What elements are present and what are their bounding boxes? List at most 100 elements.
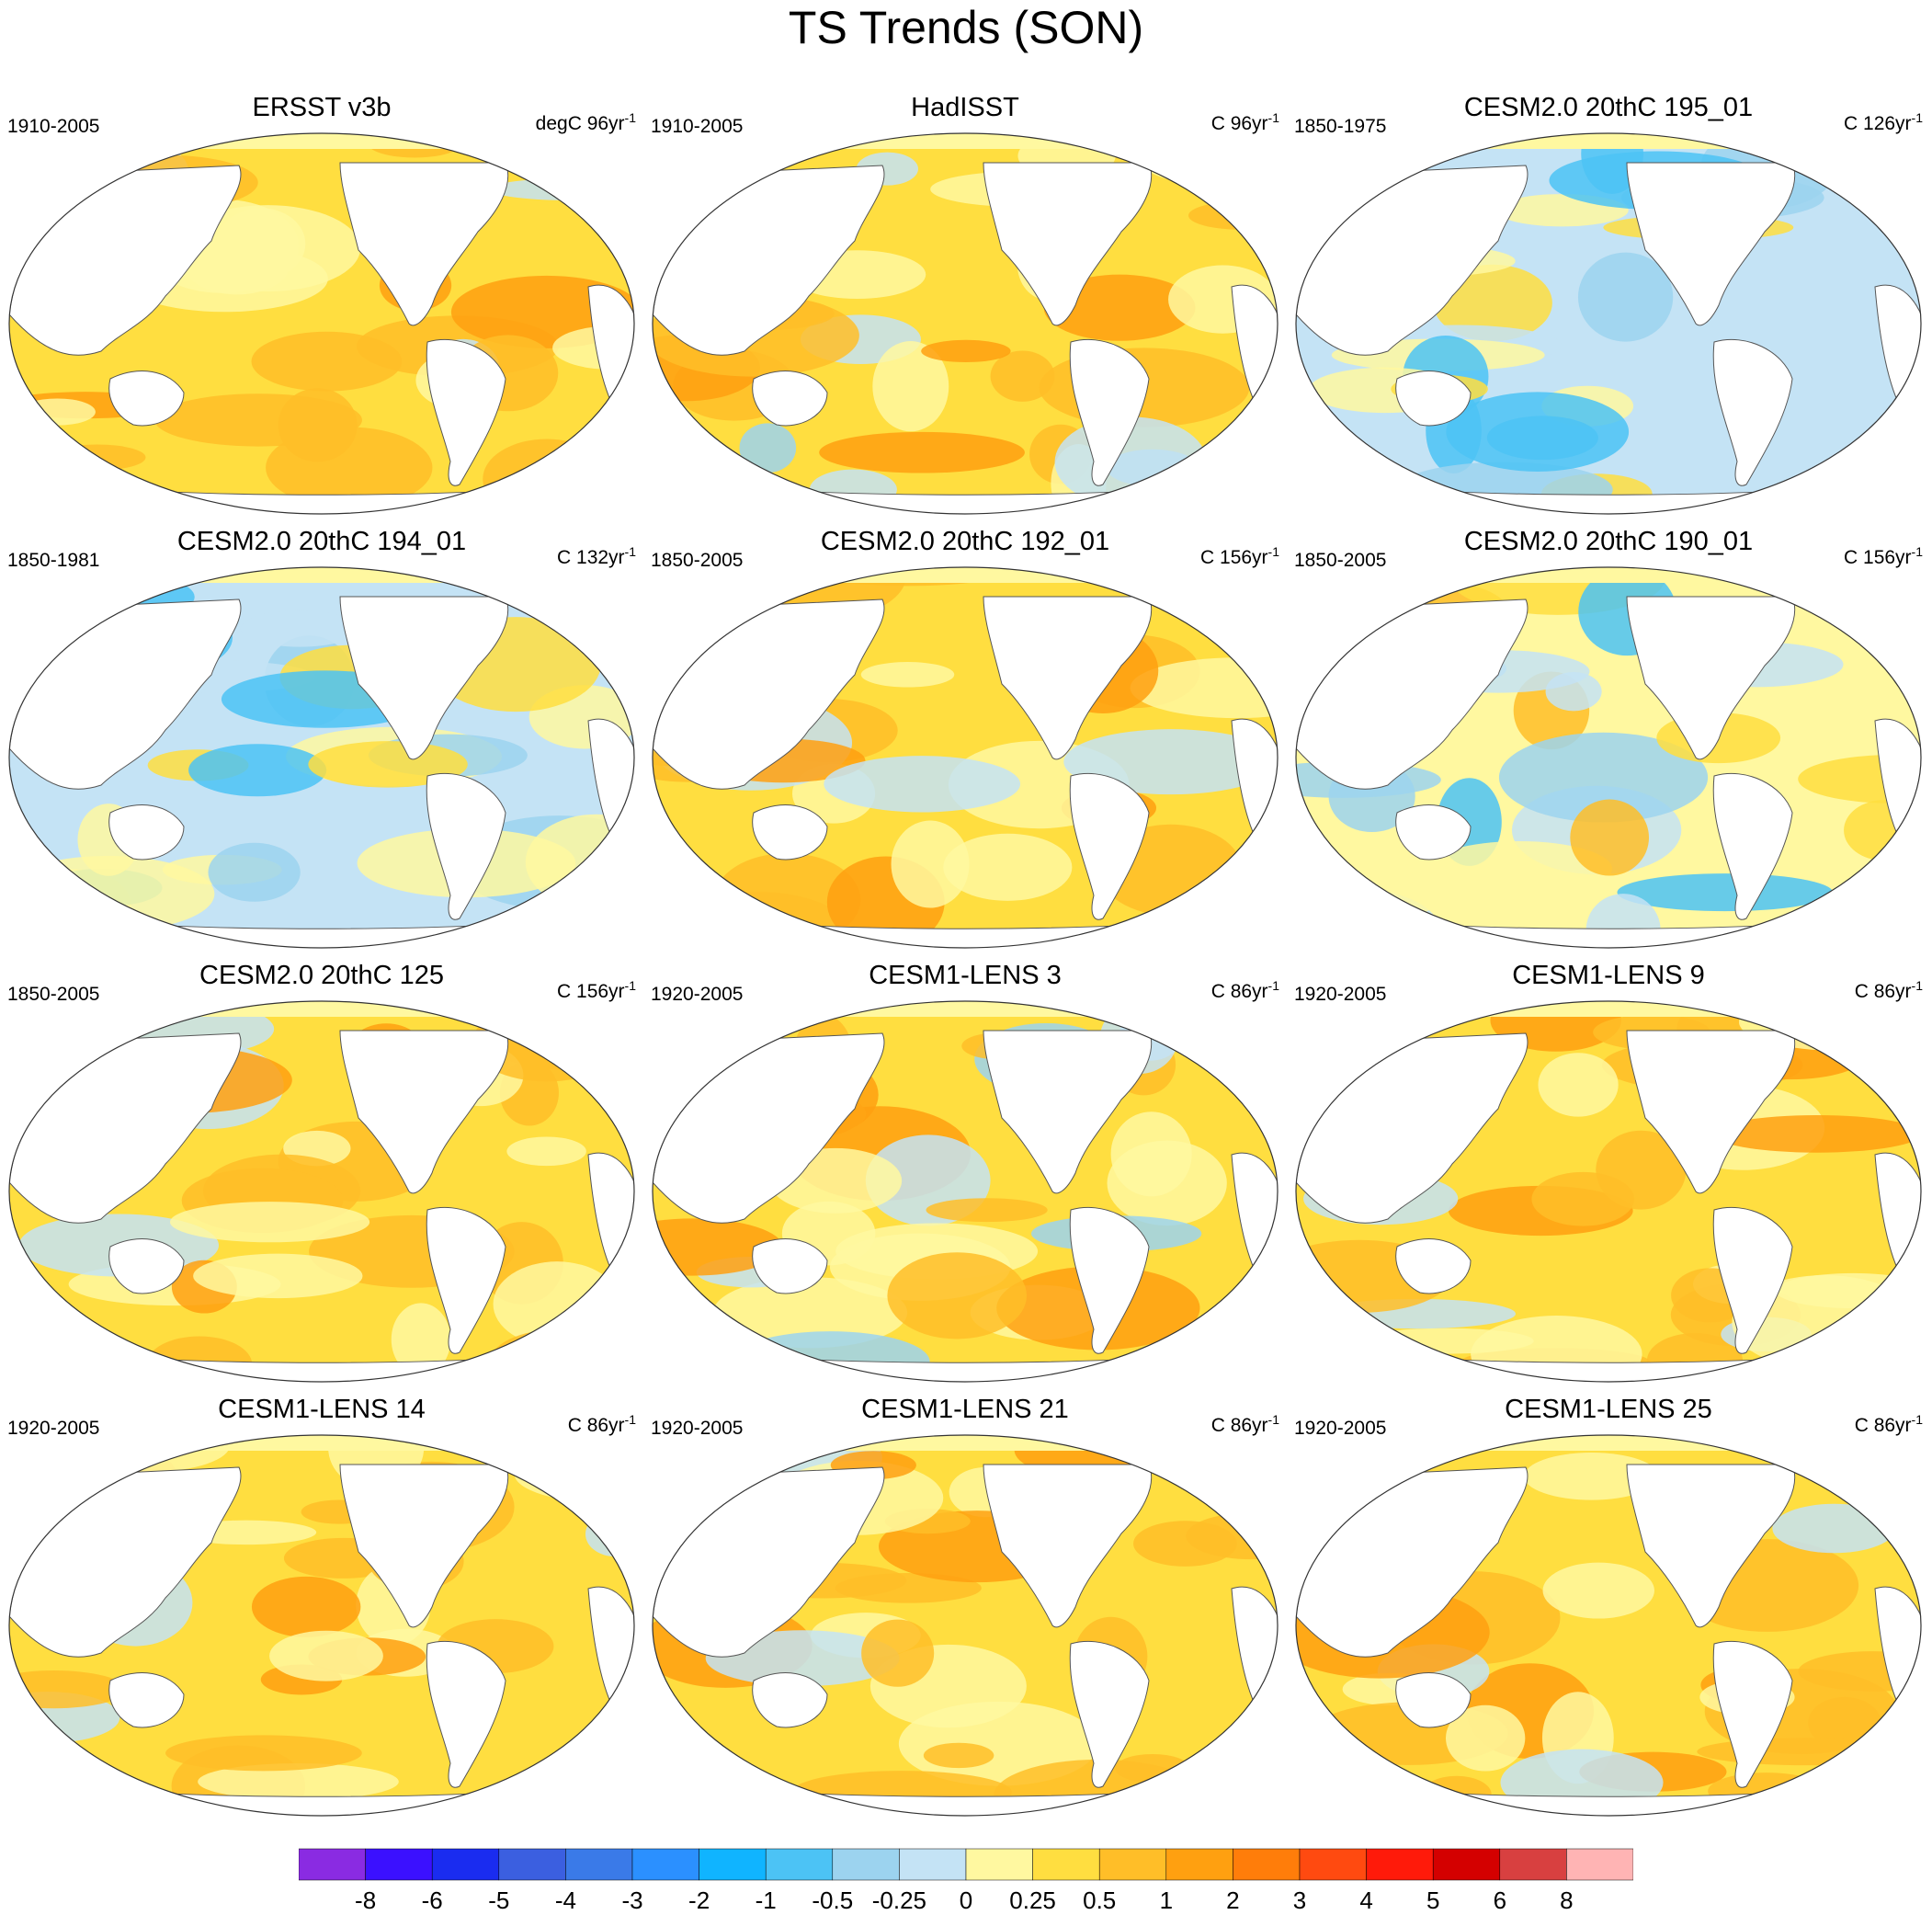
map-panel: CESM1-LENS 3 1920-2005 C 86yr-1: [643, 960, 1287, 1392]
colorbar-tick-label: 6: [1493, 1887, 1507, 1914]
map-border: [652, 566, 1279, 949]
land-mass: [426, 1206, 506, 1354]
land-mass: [108, 804, 185, 861]
trend-patch: [926, 1198, 1048, 1223]
land-mass: [108, 370, 185, 427]
colorbar-tick-label: 0.5: [1083, 1887, 1117, 1914]
colorbar-box: [1098, 1848, 1167, 1881]
panel-title: CESM1-LENS 9: [1512, 961, 1705, 990]
trend-patch: [184, 234, 290, 295]
panel-title: CESM2.0 20thC 192_01: [820, 527, 1110, 556]
panel-units: C 156yr-1: [557, 978, 636, 1002]
colorbar-box: [299, 1848, 366, 1881]
trend-patch: [1577, 252, 1674, 342]
arctic-band: [653, 1001, 1278, 1017]
trend-patch: [990, 350, 1055, 402]
arctic-band: [1296, 1001, 1921, 1017]
trend-patch: [240, 610, 359, 647]
land-mass: [1069, 1206, 1150, 1354]
arctic-band: [653, 1435, 1278, 1451]
robinson-map: [1295, 566, 1922, 949]
land-mass: [752, 370, 828, 427]
map-panel: ERSST v3b 1910-2005 degC 96yr-1: [0, 92, 643, 524]
map-panel: CESM1-LENS 21 1920-2005 C 86yr-1: [643, 1394, 1287, 1826]
panel-title: CESM1-LENS 25: [1505, 1395, 1712, 1424]
trend-patch: [872, 341, 949, 432]
land-mass: [339, 596, 509, 760]
colorbar-box: [832, 1848, 900, 1881]
map-panel: HadISST 1910-2005 C 96yr-1: [643, 92, 1287, 524]
trend-patch: [713, 1277, 908, 1349]
land-mass: [426, 338, 506, 486]
panel-period: 1910-2005: [7, 116, 100, 137]
map-border: [1295, 1434, 1922, 1817]
colorbar-box: [765, 1848, 834, 1881]
trend-patch: [1697, 1738, 1915, 1766]
colorbar-tick-label: 3: [1292, 1887, 1307, 1914]
map-panel: CESM2.0 20thC 192_01 1850-2005 C 156yr-1: [643, 526, 1287, 958]
trend-patch: [391, 1303, 451, 1376]
panel-units: C 126yr-1: [1844, 110, 1923, 134]
arctic-band: [1296, 133, 1921, 149]
trend-patch: [1542, 1562, 1654, 1619]
map-border: [8, 1000, 635, 1383]
colorbar-box: [899, 1848, 967, 1881]
trend-patch: [887, 1252, 1028, 1339]
arctic-band: [9, 1001, 634, 1017]
trend-patch: [1844, 800, 1921, 861]
trend-patch: [251, 331, 403, 392]
trend-patch: [188, 744, 327, 797]
map-panel: CESM1-LENS 25 1920-2005 C 86yr-1: [1287, 1394, 1930, 1826]
trend-patch: [923, 1742, 994, 1769]
panel-units: C 86yr-1: [1210, 1412, 1279, 1436]
land-mass: [1395, 1238, 1472, 1294]
arctic-band: [1296, 1435, 1921, 1451]
trend-patch: [860, 662, 955, 688]
trend-patch: [678, 572, 780, 602]
robinson-map: [652, 1434, 1279, 1817]
trend-patch: [1130, 657, 1278, 719]
colorbar-box: [1032, 1848, 1100, 1881]
trend-patch: [1063, 729, 1278, 795]
colorbar-box: [1566, 1848, 1633, 1881]
panel-title: ERSST v3b: [252, 93, 392, 122]
colorbar-tick-label: 0: [959, 1887, 973, 1914]
trend-patch: [1531, 1171, 1635, 1226]
trend-patch: [1829, 1781, 1921, 1816]
trend-patch: [943, 833, 1073, 901]
trend-patch: [1711, 1114, 1921, 1153]
land-mass: [983, 596, 1153, 760]
trend-patch: [208, 842, 301, 902]
land-mass: [1069, 772, 1150, 920]
land-mass: [426, 772, 506, 920]
panel-units: C 96yr-1: [1210, 110, 1279, 134]
panel-title: HadISST: [911, 93, 1019, 122]
land-mass: [1712, 338, 1793, 486]
robinson-map: [8, 566, 635, 949]
panel-period: 1850-2005: [1294, 550, 1387, 571]
trend-patch: [170, 1202, 370, 1243]
trend-patch: [1446, 1704, 1526, 1772]
robinson-map: [8, 132, 635, 515]
colorbar-tick-label: 5: [1426, 1887, 1440, 1914]
land-mass: [983, 1030, 1153, 1194]
colorbar-tick-label: 1: [1159, 1887, 1174, 1914]
trend-patch: [493, 1261, 621, 1347]
arctic-band: [1296, 567, 1921, 583]
trend-patch: [1570, 799, 1650, 876]
arctic-band: [9, 567, 634, 583]
land-mass: [1395, 804, 1472, 861]
land-mass: [1069, 338, 1150, 486]
trend-patch: [278, 388, 358, 462]
panel-period: 1850-1975: [1294, 116, 1387, 137]
panel-units: C 86yr-1: [1210, 978, 1279, 1002]
trend-patch: [1313, 1462, 1370, 1499]
colorbar-tick-label: -8: [355, 1887, 377, 1914]
map-border: [652, 132, 1279, 515]
panel-title: CESM2.0 20thC 125: [199, 961, 444, 990]
trend-patch: [483, 439, 611, 514]
colorbar-box: [365, 1848, 433, 1881]
robinson-map: [652, 1000, 1279, 1383]
panel-title: CESM1-LENS 3: [869, 961, 1062, 990]
robinson-map: [1295, 132, 1922, 515]
